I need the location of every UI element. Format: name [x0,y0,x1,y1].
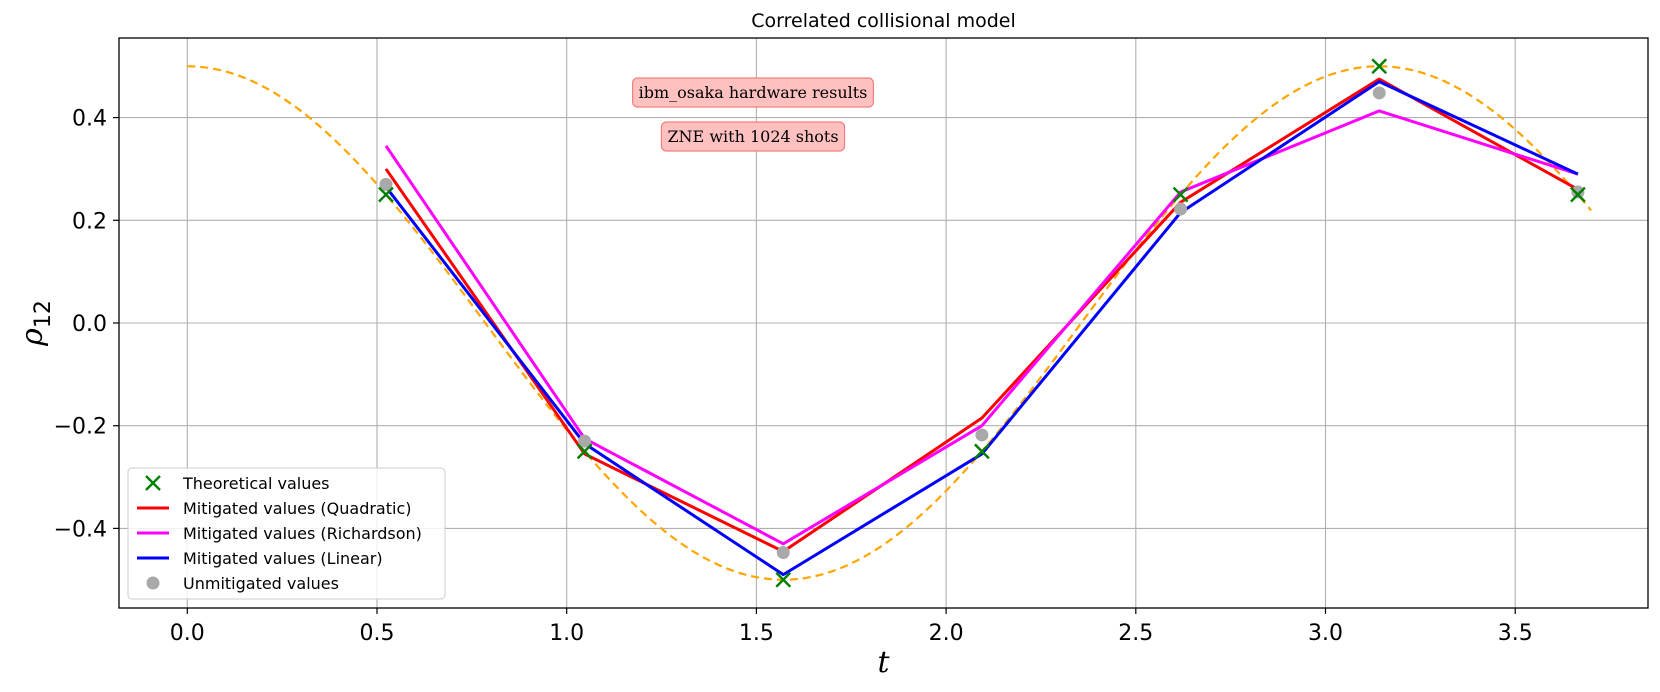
unmitigated-point [776,546,790,560]
legend-label: Theoretical values [182,474,330,493]
annotation-zne-box [660,121,846,152]
y-axis-label-base: ρ [15,328,50,347]
x-tick-label: 1.0 [549,621,584,646]
theoretical-point [378,186,394,203]
series-layer [378,58,1586,588]
x-tick-label: 2.5 [1118,621,1153,646]
y-tick-label: −0.2 [54,415,107,440]
annotation-zne: ZNE with 1024 shots [660,121,846,152]
legend-label: Unmitigated values [183,574,339,593]
annotation-hardware-box [632,77,874,108]
legend-x-swatch [145,475,161,491]
unmitigated-point [975,428,989,442]
x-tick-label: 2.0 [929,621,964,646]
x-tick-label: 0.0 [170,621,205,646]
series-line-2 [384,109,1579,546]
annotation-hardware-text: ibm_osaka hardware results [639,83,868,102]
legend-entry: Unmitigated values [146,574,339,593]
legend-box [127,467,446,600]
series-line-3 [384,80,1579,577]
plot-frame [118,37,1649,609]
legend-dot-swatch [146,576,160,590]
ticks: 0.0 0.5 1.0 1.5 2.0 2.5 3.0 3.5 −0.4 −0.2 0.0 0.2 0.… [54,107,1533,646]
legend-entry: Mitigated values (Linear) [137,549,383,568]
unmitigated-point [1571,185,1585,199]
chart-title: Correlated collisional model [751,10,1016,32]
y-tick-label: 0.0 [72,312,107,337]
legend: Theoretical values Mitigated values (Quad… [127,467,446,600]
unmitigated-point [578,434,592,448]
x-tick-label: 1.5 [739,621,774,646]
theoretical-point [1172,186,1189,203]
theory-curve-layer [187,65,1592,581]
theory-curve [187,65,1592,581]
grid [119,38,1648,608]
x-tick-label: 3.5 [1498,621,1533,646]
y-tick-label: 0.4 [72,107,107,132]
annotation-hardware: ibm_osaka hardware results [632,77,874,108]
x-axis-label: t [877,645,890,680]
theoretical-point [974,443,990,460]
annotation-zne-text: ZNE with 1024 shots [667,127,838,146]
y-axis-label: ρ12 [15,300,56,347]
theoretical-point [1371,58,1388,75]
unmitigated-point [379,177,393,191]
legend-entry: Mitigated values (Quadratic) [137,499,412,518]
legend-entry: Theoretical values [145,474,330,493]
unmitigated-point [1174,202,1188,216]
theoretical-point [775,571,792,588]
legend-label: Mitigated values (Quadratic) [183,499,412,518]
legend-label: Mitigated values (Richardson) [183,524,422,543]
series-line-1 [384,77,1579,554]
x-tick-label: 3.0 [1308,621,1343,646]
legend-entry: Mitigated values (Richardson) [137,524,422,543]
y-axis-label-subscript: 12 [31,300,56,328]
y-tick-label: −0.4 [54,517,107,542]
x-tick-label: 0.5 [359,621,394,646]
unmitigated-point [1372,86,1386,100]
legend-label: Mitigated values (Linear) [183,549,383,568]
theoretical-point [1570,186,1586,203]
theoretical-point [576,443,593,460]
y-tick-label: 0.2 [72,209,107,234]
